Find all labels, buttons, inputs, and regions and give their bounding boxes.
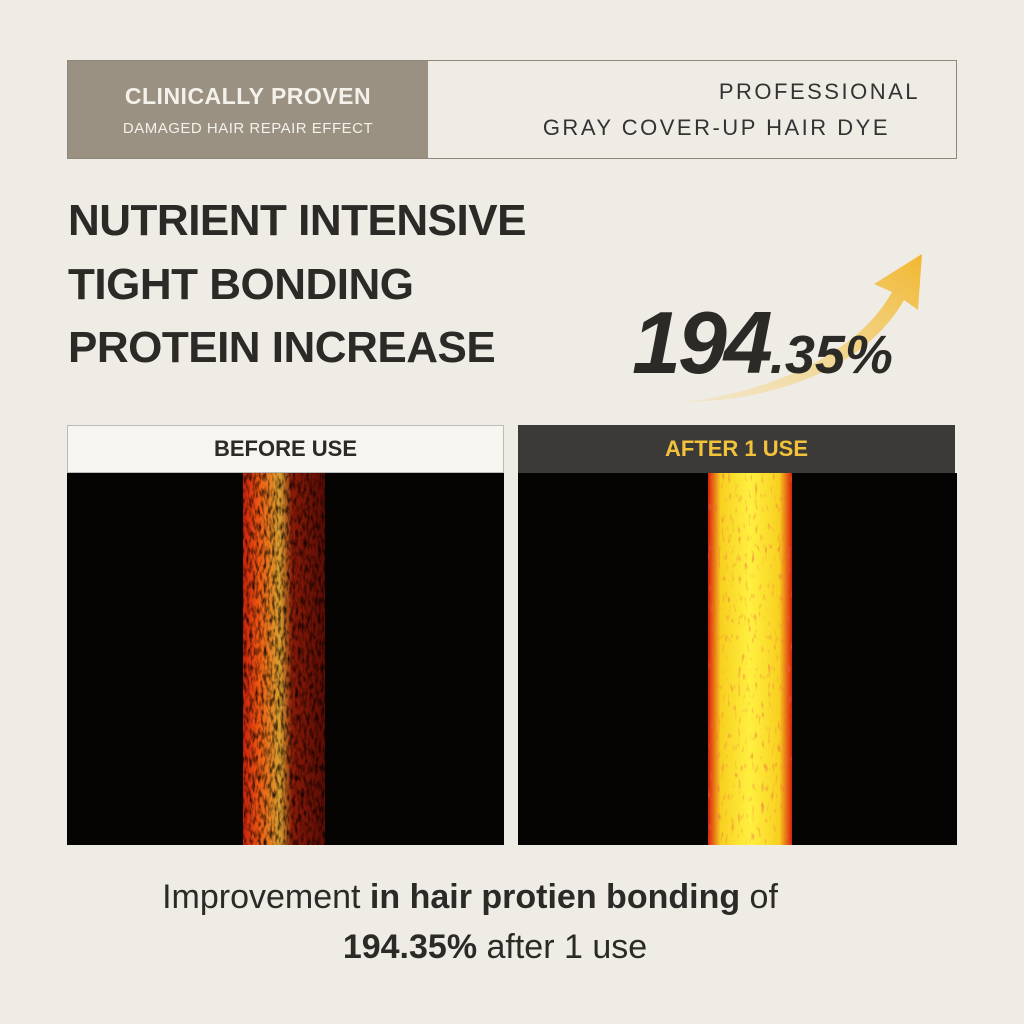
caption-line: Improvement in hair protien bonding of <box>0 878 940 917</box>
panel-label: AFTER 1 USE <box>518 425 955 473</box>
headline-line: TIGHT BONDING <box>68 260 414 309</box>
headline-line: NUTRIENT INTENSIVE <box>68 196 526 245</box>
caption-segment: Improvement <box>162 878 370 916</box>
badge-title: CLINICALLY PROVEN <box>124 82 372 109</box>
after-panel: AFTER 1 USE <box>518 425 957 845</box>
headline-line: PROTEIN INCREASE <box>68 323 496 372</box>
caption-segment: after 1 use <box>477 928 648 966</box>
caption-segment: 194.35% <box>342 928 478 966</box>
caption-segment: of <box>740 878 778 916</box>
caption-line: 194.35% after 1 use <box>25 928 965 967</box>
stat-main: 194 <box>632 293 773 392</box>
header: CLINICALLY PROVEN DAMAGED HAIR REPAIR EF… <box>67 60 957 159</box>
product-line2: GRAY COVER-UP HAIR DYE <box>542 114 890 140</box>
panel-label: BEFORE USE <box>67 425 504 473</box>
before-image <box>67 473 504 845</box>
badge-subtitle: DAMAGED HAIR REPAIR EFFECT <box>122 119 374 137</box>
arrow-shape <box>685 254 922 402</box>
header-product: PROFESSIONAL GRAY COVER-UP HAIR DYE <box>428 61 956 158</box>
stat: 194.35% <box>632 292 893 394</box>
header-badge: CLINICALLY PROVEN DAMAGED HAIR REPAIR EF… <box>68 61 428 158</box>
arrow <box>685 254 922 402</box>
caption-segment: in hair protien bonding <box>369 878 741 916</box>
before-panel: BEFORE USE <box>67 425 504 845</box>
stat-suffix: .35% <box>769 325 893 385</box>
product-line1: PROFESSIONAL <box>718 78 920 104</box>
after-image <box>518 473 957 845</box>
